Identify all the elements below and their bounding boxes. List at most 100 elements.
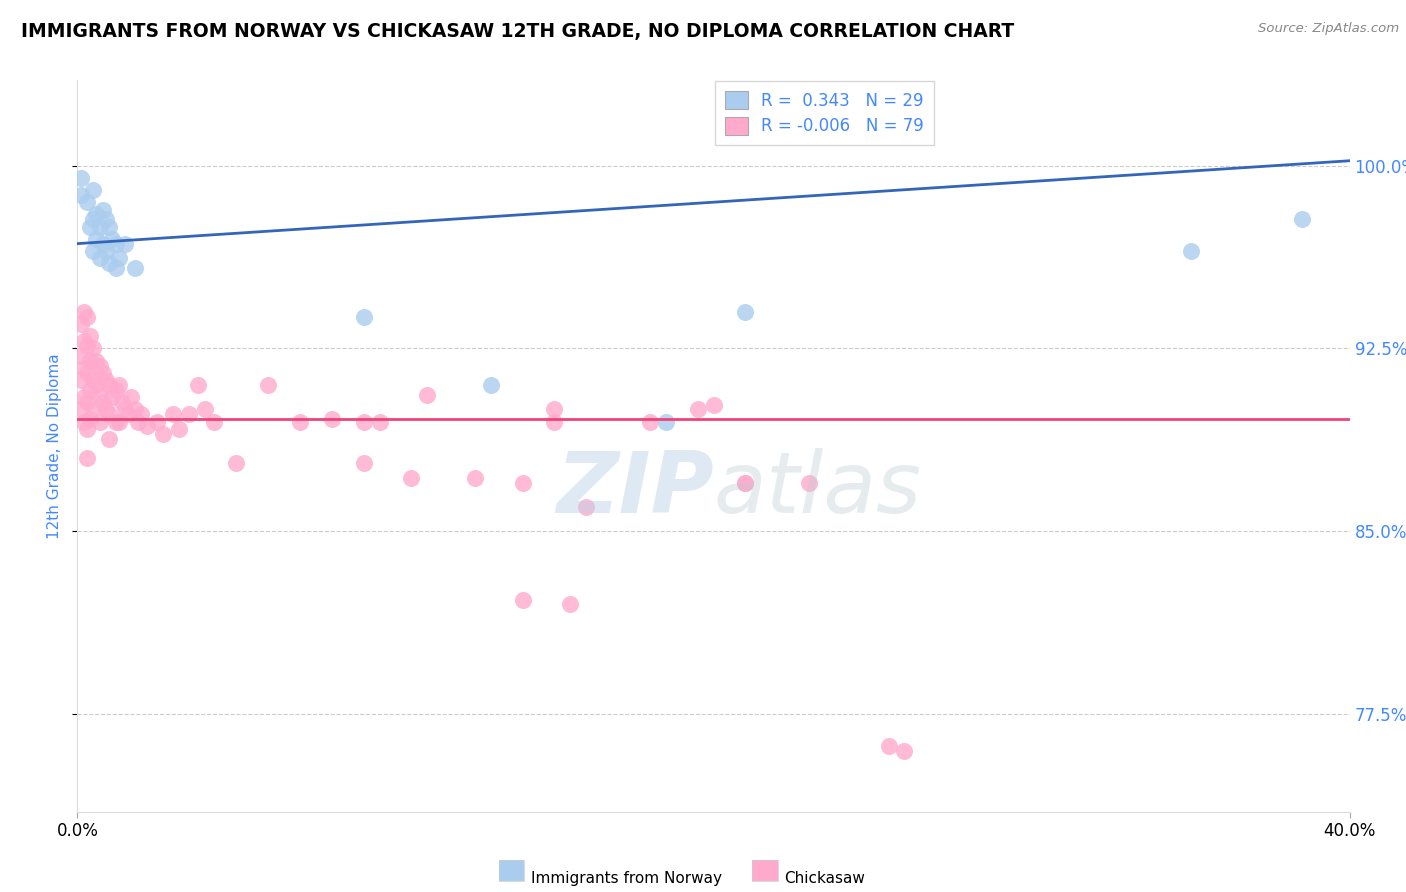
Point <box>114 402 136 417</box>
Point <box>512 592 534 607</box>
Point <box>734 475 756 490</box>
Point <box>111 395 134 409</box>
Point <box>194 402 217 417</box>
Point <box>162 407 184 421</box>
Point <box>257 378 280 392</box>
Point <box>638 415 661 429</box>
Text: Source: ZipAtlas.com: Source: ZipAtlas.com <box>1258 22 1399 36</box>
Point <box>107 252 129 266</box>
Point <box>82 342 104 356</box>
Point <box>73 390 96 404</box>
Point <box>73 361 96 376</box>
Point <box>101 390 124 404</box>
Point <box>543 402 565 417</box>
Point <box>79 219 101 234</box>
Point <box>73 415 96 429</box>
Text: ZIP: ZIP <box>555 449 714 532</box>
Point <box>1291 212 1313 227</box>
Legend: R =  0.343   N = 29, R = -0.006   N = 79: R = 0.343 N = 29, R = -0.006 N = 79 <box>714 81 934 145</box>
Point <box>82 244 104 258</box>
Point <box>94 402 117 417</box>
Point <box>82 183 104 197</box>
Point <box>73 334 96 348</box>
Point <box>91 236 114 251</box>
Point <box>89 388 111 402</box>
Point <box>401 471 423 485</box>
Point <box>368 415 391 429</box>
Point <box>86 207 108 221</box>
Text: IMMIGRANTS FROM NORWAY VS CHICKASAW 12TH GRADE, NO DIPLOMA CORRELATION CHART: IMMIGRANTS FROM NORWAY VS CHICKASAW 12TH… <box>21 22 1014 41</box>
Point <box>177 407 200 421</box>
Point <box>124 402 146 417</box>
Point <box>353 310 375 324</box>
Point <box>79 412 101 426</box>
Point <box>152 426 174 441</box>
Text: atlas: atlas <box>714 449 921 532</box>
Point <box>129 407 152 421</box>
Point <box>136 419 159 434</box>
Point <box>98 219 121 234</box>
Point <box>86 378 108 392</box>
Point <box>98 432 121 446</box>
Point <box>288 415 311 429</box>
Point <box>76 395 98 409</box>
Point <box>104 383 127 397</box>
Point <box>543 415 565 429</box>
Text: Chickasaw: Chickasaw <box>785 871 866 886</box>
Point <box>104 236 127 251</box>
Point <box>655 415 678 429</box>
Point <box>1180 244 1202 258</box>
Point <box>79 329 101 343</box>
Point <box>120 390 142 404</box>
Point <box>464 471 486 485</box>
Point <box>69 402 91 417</box>
Point <box>76 451 98 466</box>
Point <box>94 212 117 227</box>
Point <box>82 373 104 387</box>
Point <box>202 415 225 429</box>
Point <box>225 456 247 470</box>
Point <box>321 412 343 426</box>
Point <box>353 456 375 470</box>
Point <box>79 353 101 368</box>
Point <box>146 415 169 429</box>
Point <box>416 388 439 402</box>
Point <box>797 475 820 490</box>
Point <box>91 202 114 217</box>
Point <box>89 415 111 429</box>
Point <box>86 232 108 246</box>
Text: Immigrants from Norway: Immigrants from Norway <box>531 871 723 886</box>
Point <box>104 415 127 429</box>
Point <box>79 383 101 397</box>
Point <box>107 415 129 429</box>
Point <box>69 373 91 387</box>
Point <box>734 475 756 490</box>
Point <box>82 212 104 227</box>
Point <box>82 402 104 417</box>
Point <box>89 219 111 234</box>
Point <box>124 260 146 275</box>
Point <box>76 422 98 436</box>
Point <box>94 373 117 387</box>
Point <box>877 739 900 753</box>
Point <box>76 366 98 380</box>
Point <box>686 402 709 417</box>
Point <box>69 170 91 185</box>
Point <box>512 475 534 490</box>
Point <box>98 256 121 270</box>
Point <box>127 415 149 429</box>
Point <box>734 305 756 319</box>
Point <box>98 378 121 392</box>
Y-axis label: 12th Grade, No Diploma: 12th Grade, No Diploma <box>46 353 62 539</box>
Point <box>101 232 124 246</box>
Point <box>76 195 98 210</box>
Point <box>73 305 96 319</box>
Point <box>114 236 136 251</box>
Point <box>107 378 129 392</box>
Point <box>76 310 98 324</box>
Point <box>479 378 502 392</box>
Point <box>893 744 915 758</box>
Point <box>91 366 114 380</box>
Point <box>104 260 127 275</box>
Point <box>91 395 114 409</box>
